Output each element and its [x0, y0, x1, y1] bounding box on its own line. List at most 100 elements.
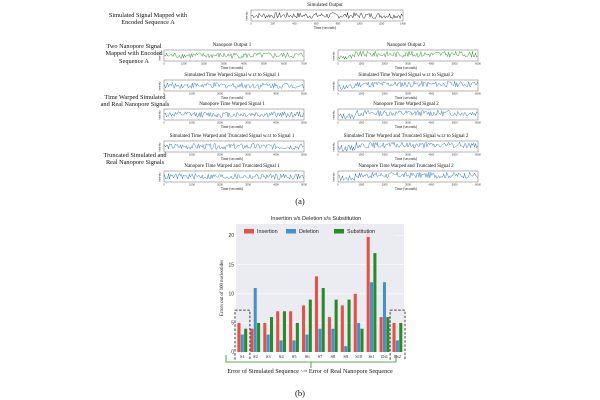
panel-x-label: Time (seconds)	[394, 125, 418, 129]
panel-title: Simulated Time Warped Signal w.r.t to Si…	[184, 73, 280, 78]
panel-x-tick: 5000	[301, 92, 307, 96]
y-tick-label: 20	[228, 233, 234, 239]
figure-a-label: (a)	[295, 196, 305, 206]
panel-x-tick: 5000	[452, 62, 458, 66]
chart-legend: Insertion Deletion Substitution	[240, 226, 394, 237]
panel-x-tick: 4000	[273, 92, 279, 96]
panel-x-tick: 5000	[301, 121, 307, 125]
panel-x-tick: 1000	[358, 153, 364, 157]
x-tick-label: S6	[305, 354, 311, 359]
legend-label: Insertion	[257, 229, 278, 235]
panel-x-tick: 3000	[405, 62, 411, 66]
bar-substitution-S9	[347, 299, 351, 352]
panel-x-tick: 4000	[273, 121, 279, 125]
panel-x-tick: 4000	[428, 62, 434, 66]
bar-substitution-S7	[321, 288, 325, 352]
panel-y-label: Intensity	[159, 142, 162, 152]
chart-title: Insertion v/s Deletion v/s Substitution	[271, 216, 361, 222]
x-tick-label: S4	[279, 354, 285, 359]
bar-insertion-S7	[314, 276, 319, 352]
panel-title: Simulated Time Warped and Truncated Sign…	[343, 134, 469, 139]
x-tick-label: S1	[240, 354, 246, 359]
legend-label: Substitution	[347, 229, 375, 235]
bar-substitution-S5	[295, 322, 299, 352]
panel-x-tick: 3000	[245, 92, 251, 96]
bar-insertion-S3	[263, 322, 267, 352]
panel-y-label: Intensity	[333, 81, 336, 91]
bar-substitution-Di2	[399, 322, 403, 352]
row-label-truncated: Truncated Simulated and Real Nanopore Si…	[103, 152, 167, 167]
panel-x-tick: 5000	[452, 153, 458, 157]
x-tick-label: Di1	[381, 354, 389, 359]
panel-x-tick: 3000	[221, 62, 227, 66]
panel-x-tick: 1200	[378, 22, 384, 26]
panel-x-tick: 7000	[301, 62, 307, 66]
bar-deletion-S2	[253, 288, 257, 352]
panel-x-tick: 1000	[181, 62, 187, 66]
bar-insertion-Di1	[379, 317, 383, 352]
panel-x-tick: 1000	[189, 121, 195, 125]
panel-title: Simulated Output	[307, 3, 343, 8]
panel-x-tick: 400	[292, 22, 297, 26]
panel-title: Nanopore Time Warped Signal 2	[373, 102, 439, 107]
bar-deletion-S6	[305, 334, 309, 352]
panel-np1: Nanopore Output 1 Intensity 0 1000 2000 3000 4…	[158, 43, 308, 70]
y-tick-label: 10	[228, 291, 234, 297]
panel-y-label: Intensity	[159, 51, 162, 61]
panel-x-tick: 6000	[475, 92, 481, 96]
panel-frame	[337, 79, 479, 92]
panel-title: Nanopore Output 2	[386, 43, 426, 48]
bar-deletion-S9	[344, 346, 348, 352]
x-tick-label: Di2	[394, 354, 402, 359]
signal-trace	[338, 109, 478, 120]
panel-x-tick: 6000	[475, 153, 481, 157]
panel-x-tick: 1000	[357, 22, 363, 26]
row-label-nanopore: Two Nanopore Signal Mapped with Encoded …	[105, 43, 163, 65]
panel-x-tick: 5000	[301, 153, 307, 157]
x-tick-label: S8	[330, 354, 336, 359]
x-tick-label: S3	[266, 354, 272, 359]
panel-x-tick: 1000	[189, 183, 195, 187]
panel-title: Simulated Time Warped Signal w.r.t to Si…	[358, 73, 454, 78]
panel-sim: Simulated Output Intensity 0 200 400 600 800 10…	[245, 3, 407, 30]
bar-substitution-S4	[282, 311, 286, 352]
panel-x-tick: 2000	[382, 62, 388, 66]
panel-x-tick: 0	[163, 62, 165, 66]
panel-x-tick: 3000	[245, 121, 251, 125]
panel-x-tick: 5000	[301, 183, 307, 187]
bar-deletion-S10	[357, 322, 361, 352]
bar-insertion-S9	[340, 305, 344, 352]
panel-x-tick: 3000	[245, 153, 251, 157]
panel-x-tick: 2000	[217, 153, 223, 157]
panel-x-tick: 0	[163, 183, 165, 187]
panel-x-tick: 0	[337, 121, 339, 125]
panel-tw_sim1: Simulated Time Warped Signal w.r.t to Si…	[158, 73, 308, 100]
x-tick-label: S2	[253, 354, 259, 359]
panel-title: Nanopore Time Warped and Truncated Signa…	[358, 164, 454, 169]
panel-x-tick: 2000	[217, 92, 223, 96]
panel-x-tick: 6000	[475, 121, 481, 125]
panel-x-tick: 3000	[405, 183, 411, 187]
panel-x-tick: 1000	[358, 62, 364, 66]
panel-tw_sim2: Simulated Time Warped Signal w.r.t to Si…	[332, 73, 482, 100]
panel-frame	[163, 170, 305, 183]
panel-y-label: Intensity	[246, 11, 249, 21]
panel-x-tick: 3000	[405, 121, 411, 125]
signal-trace	[164, 110, 304, 119]
panel-y-label: Intensity	[159, 110, 162, 120]
panel-x-tick: 2000	[217, 183, 223, 187]
row-label-time-warped: Time Warped Simulated and Real Nanopore …	[100, 94, 170, 109]
panel-x-tick: 3000	[245, 183, 251, 187]
panel-frame	[337, 49, 479, 62]
panel-x-tick: 800	[336, 22, 341, 26]
panel-x-tick: 2000	[382, 183, 388, 187]
panel-x-tick: 1400	[400, 22, 406, 26]
panel-x-tick: 0	[337, 183, 339, 187]
panel-x-tick: 6000	[475, 183, 481, 187]
panel-frame	[163, 79, 305, 92]
panel-x-tick: 5000	[452, 92, 458, 96]
panel-title: Simulated Time Warped and Truncated Sign…	[169, 134, 295, 139]
panel-frame	[163, 108, 305, 121]
